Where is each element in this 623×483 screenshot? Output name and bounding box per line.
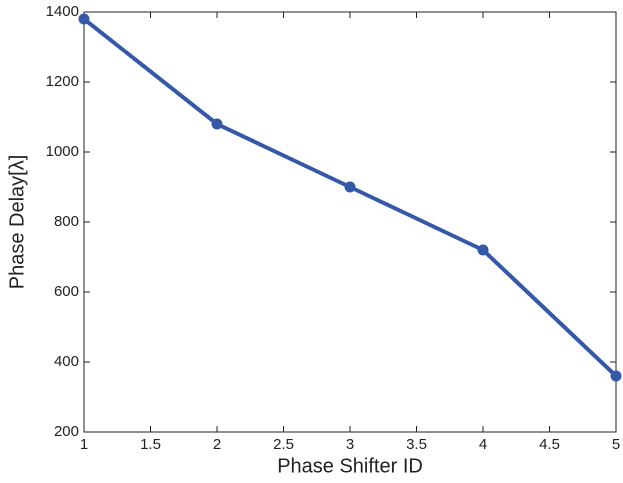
x-tick-label: 3 [346, 436, 354, 453]
y-tick-label: 200 [54, 423, 79, 440]
y-tick-label: 1400 [46, 3, 79, 20]
x-tick-label: 3.5 [406, 436, 427, 453]
data-line [82, 17, 618, 378]
data-point [211, 118, 223, 130]
x-tick-label: 4 [479, 436, 487, 453]
x-tick-label: 4.5 [539, 436, 560, 453]
plot-frame [83, 11, 617, 433]
y-axis-label: Phase Delay[λ] [6, 155, 28, 290]
x-axis-label: Phase Shifter ID [277, 455, 423, 477]
x-tick-label: 2.5 [273, 436, 294, 453]
x-tick-label: 5 [612, 436, 620, 453]
y-tick-label: 1200 [46, 73, 79, 90]
data-point [477, 244, 489, 256]
x-tick-label: 2 [213, 436, 221, 453]
data-point [344, 181, 356, 193]
y-tick-label: 600 [54, 283, 79, 300]
x-tick-label: 1.5 [140, 436, 161, 453]
data-point [610, 370, 622, 382]
y-tick-label: 400 [54, 353, 79, 370]
x-tick-label: 1 [80, 436, 88, 453]
data-point [78, 13, 90, 25]
y-tick-label: 1000 [46, 143, 79, 160]
y-tick-label: 800 [54, 213, 79, 230]
